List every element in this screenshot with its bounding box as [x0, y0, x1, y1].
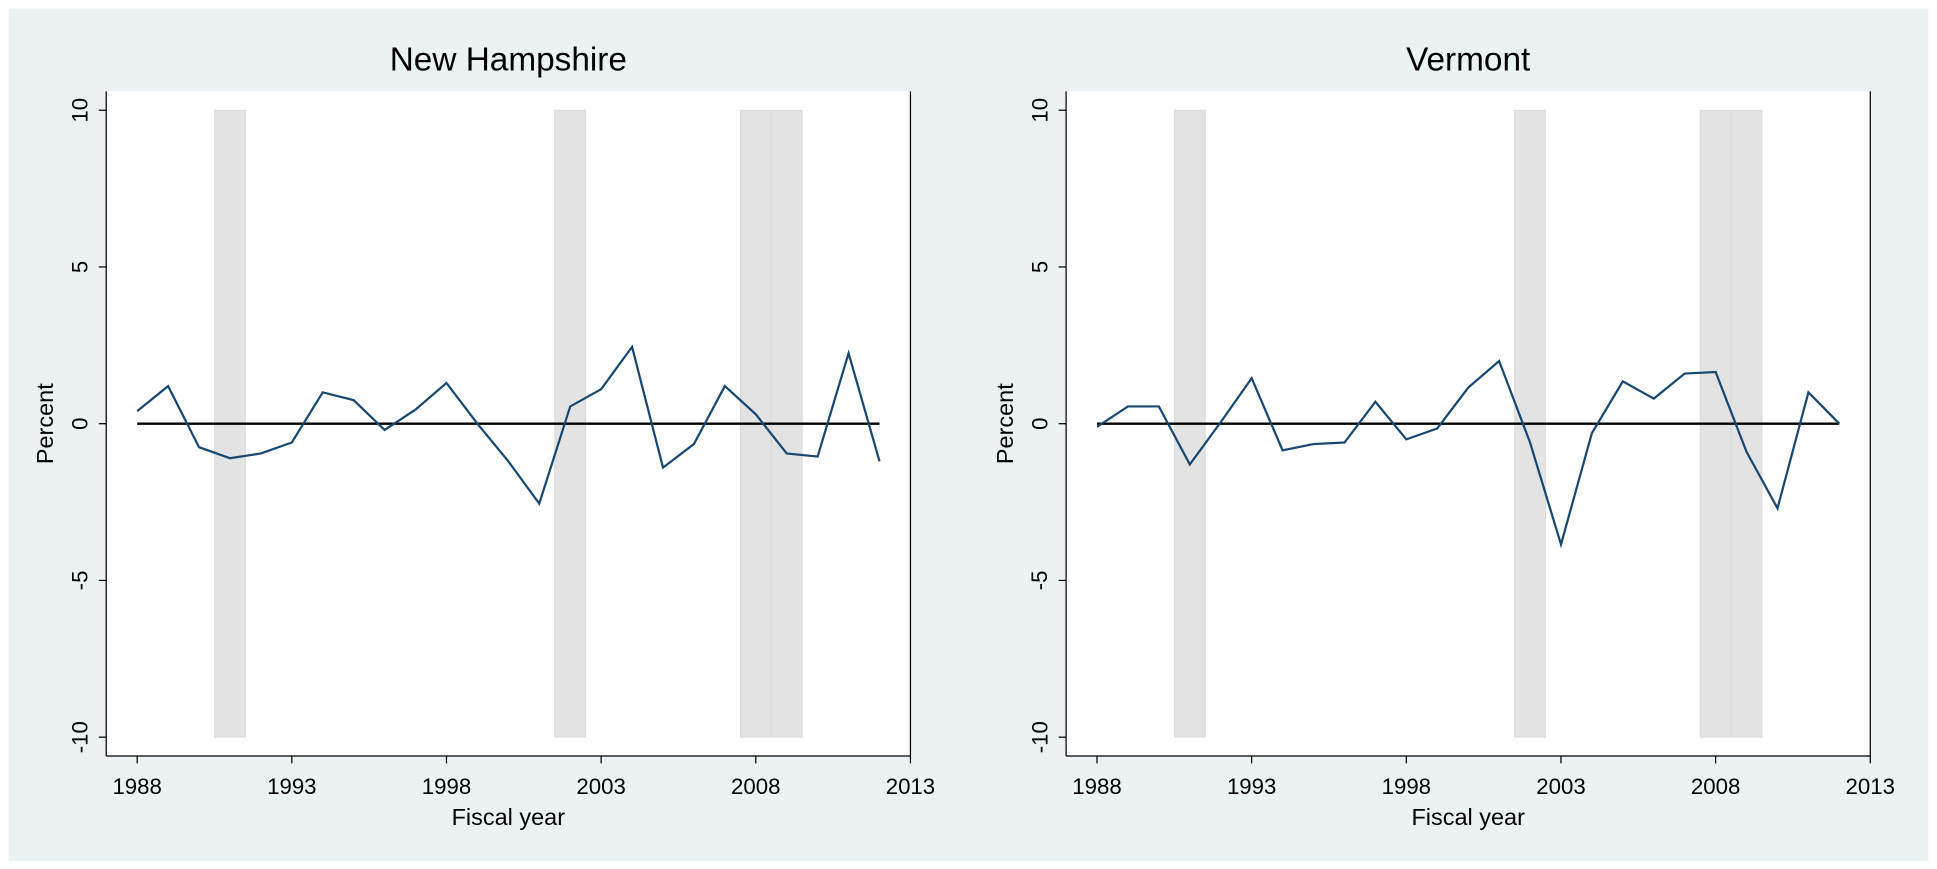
y-tick-label: -5	[1027, 571, 1052, 591]
y-tick-label: -10	[67, 721, 92, 753]
y-tick-label: 0	[67, 418, 92, 430]
x-tick-label: 2008	[1691, 774, 1740, 799]
y-tick-label: 5	[1027, 261, 1052, 273]
x-tick-label: 1993	[267, 774, 316, 799]
y-tick-label: -5	[67, 571, 92, 591]
x-tick-label: 1988	[1072, 774, 1121, 799]
y-tick-label: 10	[1027, 98, 1052, 123]
x-tick-label: 1988	[112, 774, 161, 799]
y-tick-label: 5	[67, 261, 92, 273]
data-line	[136, 344, 881, 507]
panel-title: Vermont	[1406, 42, 1531, 79]
y-axis-label: Percent	[32, 383, 58, 464]
panel: -10 -5 0 5 10 1988 1993 1998 2003 2008 2013 Fiscal …	[992, 42, 1895, 831]
y-tick-label: 0	[1027, 418, 1052, 430]
x-tick-label: 2013	[1846, 774, 1895, 799]
x-tick-label: 2003	[576, 774, 625, 799]
x-tick-label: 2003	[1536, 774, 1585, 799]
panel: -10 -5 0 5 10 1988 1993 1998 2003 2008 2013 Fiscal …	[32, 42, 935, 831]
y-axis-label: Percent	[992, 383, 1018, 464]
data-line	[1096, 359, 1841, 549]
x-tick-label: 2013	[886, 774, 935, 799]
x-axis-label: Fiscal year	[452, 804, 566, 830]
y-tick-label: 10	[67, 98, 92, 123]
panel-title: New Hampshire	[390, 42, 627, 79]
x-tick-label: 1998	[1382, 774, 1431, 799]
x-tick-label: 2008	[731, 774, 780, 799]
x-tick-label: 1998	[422, 774, 471, 799]
y-tick-label: -10	[1027, 721, 1052, 753]
x-tick-label: 1993	[1227, 774, 1276, 799]
x-axis-label: Fiscal year	[1411, 804, 1525, 830]
